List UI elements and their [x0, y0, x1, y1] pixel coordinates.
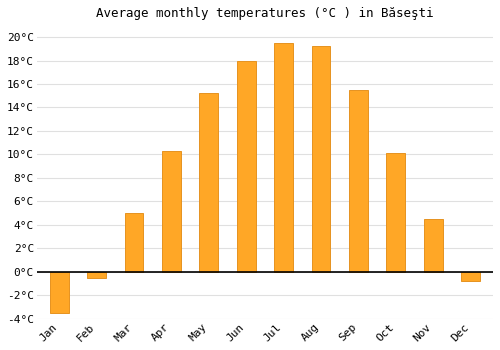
Bar [162, 151, 180, 272]
Bar [386, 153, 405, 272]
Bar [274, 43, 293, 272]
Title: Average monthly temperatures (°C ) in Băseşti: Average monthly temperatures (°C ) in Bă… [96, 7, 434, 20]
Bar [462, 272, 480, 281]
Bar [349, 90, 368, 272]
Bar [87, 272, 106, 278]
Bar [124, 213, 144, 272]
Bar [312, 47, 330, 272]
Bar [200, 93, 218, 272]
Bar [50, 272, 68, 313]
Bar [424, 219, 442, 272]
Bar [237, 61, 256, 272]
